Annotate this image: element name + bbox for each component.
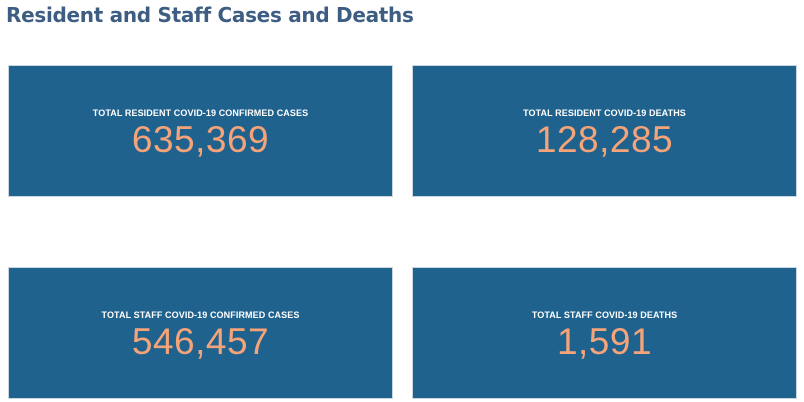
stat-card-value: 635,369 xyxy=(131,119,270,160)
stat-card-staff-deaths: TOTAL STAFF COVID-19 DEATHS 1,591 xyxy=(412,267,797,399)
page-title: Resident and Staff Cases and Deaths xyxy=(6,3,414,27)
stat-card-label: TOTAL RESIDENT COVID-19 CONFIRMED CASES xyxy=(92,108,309,118)
stat-card-label: TOTAL STAFF COVID-19 CONFIRMED CASES xyxy=(101,310,300,320)
stat-card-resident-deaths: TOTAL RESIDENT COVID-19 DEATHS 128,285 xyxy=(412,65,797,197)
stat-card-label: TOTAL STAFF COVID-19 DEATHS xyxy=(531,310,678,320)
stat-card-staff-cases: TOTAL STAFF COVID-19 CONFIRMED CASES 546… xyxy=(8,267,393,399)
stat-card-resident-cases: TOTAL RESIDENT COVID-19 CONFIRMED CASES … xyxy=(8,65,393,197)
stat-card-value: 1,591 xyxy=(556,321,653,362)
stat-card-value: 546,457 xyxy=(131,321,270,362)
stat-card-label: TOTAL RESIDENT COVID-19 DEATHS xyxy=(523,108,686,118)
stat-card-value: 128,285 xyxy=(535,119,674,160)
